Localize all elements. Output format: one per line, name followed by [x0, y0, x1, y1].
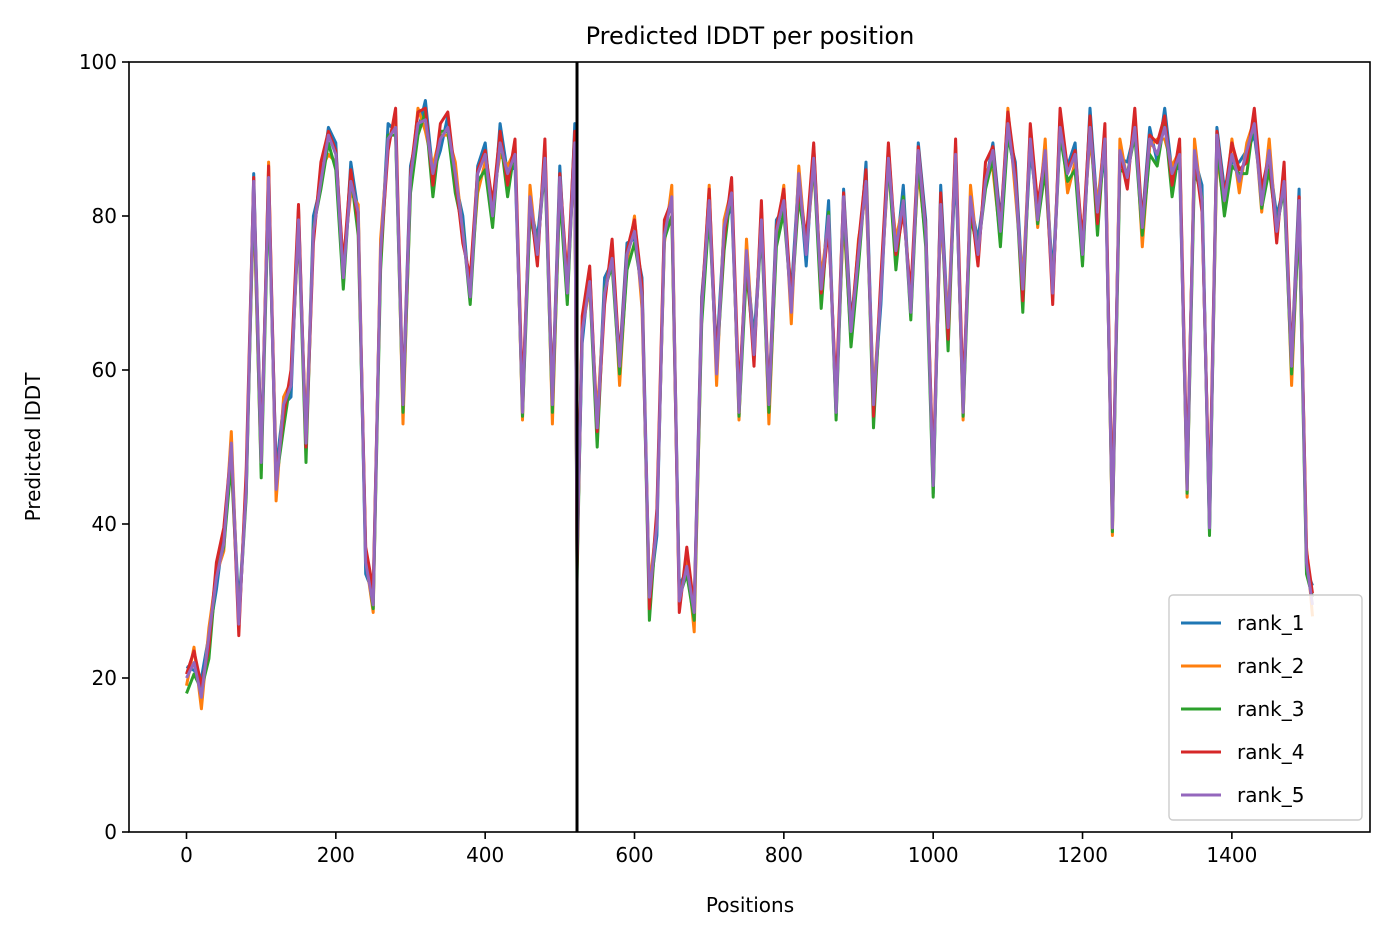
x-tick-label: 1000 [908, 843, 959, 867]
legend-box [1168, 594, 1363, 821]
x-tick-label: 1200 [1057, 843, 1108, 867]
legend-label-rank_2: rank_2 [1237, 654, 1304, 678]
x-tick-label: 200 [317, 843, 355, 867]
chart-title: Predicted lDDT per position [586, 22, 915, 50]
x-tick-label: 400 [466, 843, 504, 867]
legend-label-rank_1: rank_1 [1237, 611, 1304, 635]
y-axis-title: Predicted lDDT [21, 372, 45, 522]
x-tick-label: 800 [765, 843, 803, 867]
legend-label-rank_3: rank_3 [1237, 697, 1304, 721]
series-line-rank_5 [185, 118, 1314, 699]
x-tick-label: 1400 [1206, 843, 1257, 867]
y-tick-label: 60 [92, 358, 117, 382]
legend: rank_1 rank_2 rank_3 rank_4 rank_5 [1168, 594, 1363, 821]
y-tick-label: 20 [92, 666, 117, 690]
y-tick-label: 100 [79, 50, 117, 74]
y-tick-label: 0 [104, 820, 117, 844]
series-layer [185, 99, 1314, 711]
legend-label-rank_4: rank_4 [1237, 740, 1304, 764]
y-ticks: 0 20 40 60 80 100 [79, 50, 129, 844]
plot-frame [128, 61, 1371, 833]
x-axis-title: Positions [706, 893, 794, 917]
legend-label-rank_5: rank_5 [1237, 783, 1304, 807]
x-tick-label: 0 [180, 843, 193, 867]
x-tick-label: 600 [615, 843, 653, 867]
series-line-rank_1 [185, 99, 1314, 680]
y-tick-label: 40 [92, 512, 117, 536]
y-tick-label: 80 [92, 204, 117, 228]
x-ticks: 0 200 400 600 800 1000 1200 1400 [180, 832, 1257, 867]
